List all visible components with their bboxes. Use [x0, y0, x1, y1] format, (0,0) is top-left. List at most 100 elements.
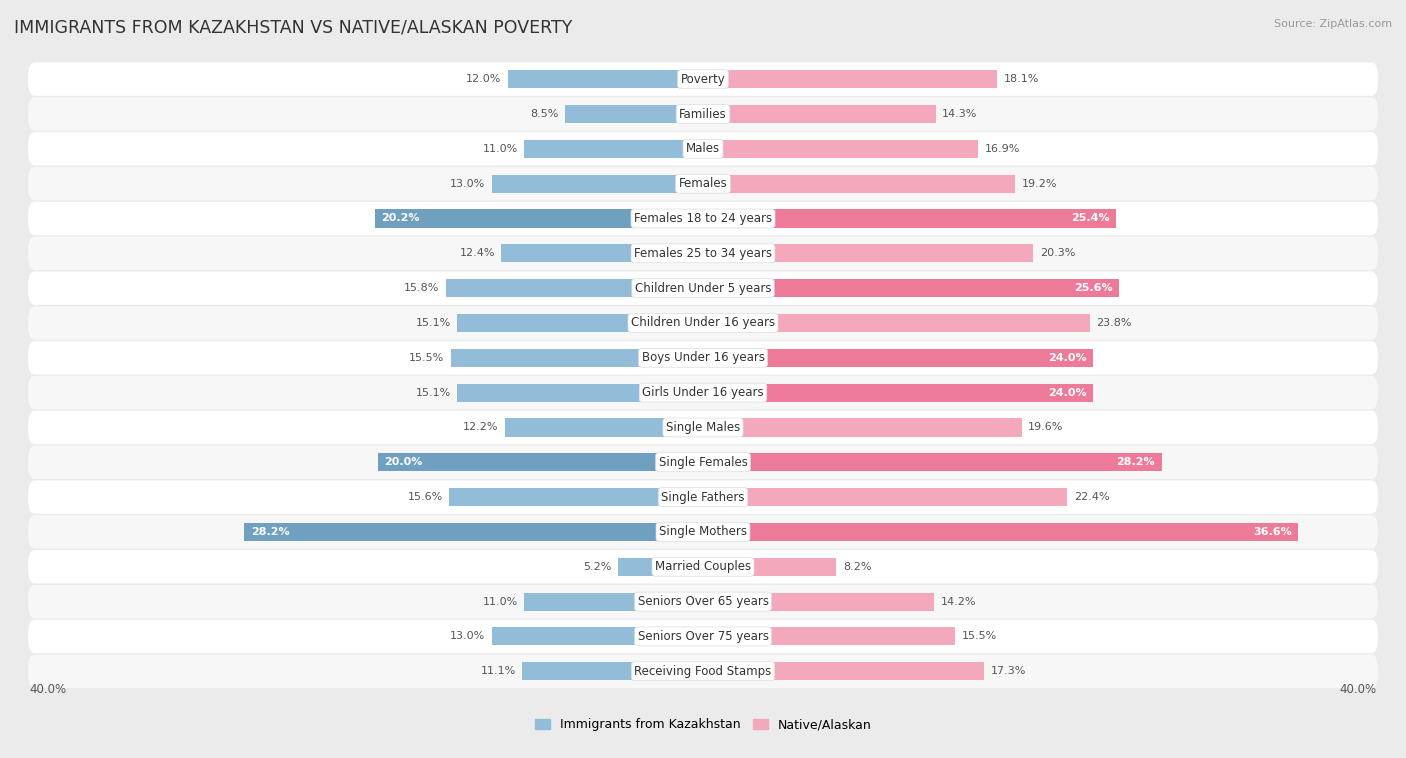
Text: 12.4%: 12.4% [460, 249, 495, 258]
Bar [245, 523, 703, 541]
Text: 23.8%: 23.8% [1097, 318, 1132, 328]
Text: 40.0%: 40.0% [30, 683, 67, 697]
Bar [703, 593, 934, 611]
Bar [523, 662, 703, 680]
Text: 20.3%: 20.3% [1039, 249, 1076, 258]
Text: Females 18 to 24 years: Females 18 to 24 years [634, 212, 772, 225]
Bar [703, 349, 1094, 367]
Text: 12.0%: 12.0% [465, 74, 502, 84]
Bar [703, 244, 1033, 262]
Text: Single Males: Single Males [666, 421, 740, 434]
FancyBboxPatch shape [28, 341, 1378, 374]
Text: 5.2%: 5.2% [583, 562, 612, 572]
Bar [457, 384, 703, 402]
Bar [446, 279, 703, 297]
FancyBboxPatch shape [28, 167, 1378, 200]
Text: 15.1%: 15.1% [416, 318, 451, 328]
Bar [450, 488, 703, 506]
FancyBboxPatch shape [28, 481, 1378, 514]
Bar [703, 488, 1067, 506]
FancyBboxPatch shape [28, 654, 1378, 688]
Text: 15.6%: 15.6% [408, 492, 443, 502]
Bar [508, 70, 703, 88]
Legend: Immigrants from Kazakhstan, Native/Alaskan: Immigrants from Kazakhstan, Native/Alask… [530, 713, 876, 736]
Text: 11.0%: 11.0% [482, 144, 517, 154]
Text: 13.0%: 13.0% [450, 179, 485, 189]
Bar [703, 279, 1119, 297]
Text: Girls Under 16 years: Girls Under 16 years [643, 386, 763, 399]
Bar [457, 314, 703, 332]
Text: 18.1%: 18.1% [1004, 74, 1039, 84]
Text: 12.2%: 12.2% [463, 422, 498, 433]
Bar [502, 244, 703, 262]
FancyBboxPatch shape [28, 306, 1378, 340]
Text: 16.9%: 16.9% [984, 144, 1019, 154]
FancyBboxPatch shape [28, 515, 1378, 549]
Text: 8.5%: 8.5% [530, 109, 558, 119]
Text: 11.1%: 11.1% [481, 666, 516, 676]
FancyBboxPatch shape [28, 376, 1378, 409]
Text: 15.5%: 15.5% [409, 352, 444, 363]
Text: 13.0%: 13.0% [450, 631, 485, 641]
Bar [524, 139, 703, 158]
Text: 15.5%: 15.5% [962, 631, 997, 641]
Bar [703, 314, 1090, 332]
FancyBboxPatch shape [28, 550, 1378, 584]
Bar [703, 70, 997, 88]
Text: 25.4%: 25.4% [1071, 214, 1109, 224]
FancyBboxPatch shape [28, 202, 1378, 235]
FancyBboxPatch shape [28, 97, 1378, 130]
Text: 25.6%: 25.6% [1074, 283, 1112, 293]
Bar [703, 662, 984, 680]
Text: 15.8%: 15.8% [404, 283, 440, 293]
Text: Married Couples: Married Couples [655, 560, 751, 573]
FancyBboxPatch shape [28, 236, 1378, 270]
Text: Females: Females [679, 177, 727, 190]
Text: 28.2%: 28.2% [1116, 457, 1156, 467]
Bar [492, 628, 703, 646]
Text: 11.0%: 11.0% [482, 597, 517, 606]
Text: Receiving Food Stamps: Receiving Food Stamps [634, 665, 772, 678]
Bar [703, 384, 1094, 402]
Text: Families: Families [679, 108, 727, 121]
FancyBboxPatch shape [28, 132, 1378, 165]
Text: 20.2%: 20.2% [381, 214, 419, 224]
Text: 20.0%: 20.0% [384, 457, 423, 467]
Bar [703, 628, 955, 646]
Bar [565, 105, 703, 123]
Bar [378, 453, 703, 471]
Bar [505, 418, 703, 437]
Text: Females 25 to 34 years: Females 25 to 34 years [634, 247, 772, 260]
Text: 22.4%: 22.4% [1074, 492, 1109, 502]
Text: 19.2%: 19.2% [1022, 179, 1057, 189]
Bar [703, 105, 935, 123]
Bar [703, 558, 837, 576]
Text: Source: ZipAtlas.com: Source: ZipAtlas.com [1274, 19, 1392, 29]
Text: 17.3%: 17.3% [991, 666, 1026, 676]
Text: 19.6%: 19.6% [1028, 422, 1063, 433]
Text: 40.0%: 40.0% [1339, 683, 1376, 697]
Text: Seniors Over 75 years: Seniors Over 75 years [637, 630, 769, 643]
Bar [374, 209, 703, 227]
Text: 15.1%: 15.1% [416, 387, 451, 398]
Bar [703, 139, 977, 158]
Bar [703, 209, 1116, 227]
Bar [619, 558, 703, 576]
Text: IMMIGRANTS FROM KAZAKHSTAN VS NATIVE/ALASKAN POVERTY: IMMIGRANTS FROM KAZAKHSTAN VS NATIVE/ALA… [14, 19, 572, 37]
FancyBboxPatch shape [28, 585, 1378, 619]
Bar [703, 174, 1015, 193]
Text: Seniors Over 65 years: Seniors Over 65 years [637, 595, 769, 608]
FancyBboxPatch shape [28, 62, 1378, 96]
Bar [703, 418, 1022, 437]
Text: Single Mothers: Single Mothers [659, 525, 747, 538]
FancyBboxPatch shape [28, 411, 1378, 444]
Text: Children Under 16 years: Children Under 16 years [631, 317, 775, 330]
Text: Males: Males [686, 143, 720, 155]
Text: Single Females: Single Females [658, 456, 748, 468]
Text: Boys Under 16 years: Boys Under 16 years [641, 351, 765, 365]
Bar [703, 453, 1161, 471]
Bar [703, 523, 1298, 541]
Bar [524, 593, 703, 611]
Text: Poverty: Poverty [681, 73, 725, 86]
FancyBboxPatch shape [28, 620, 1378, 653]
